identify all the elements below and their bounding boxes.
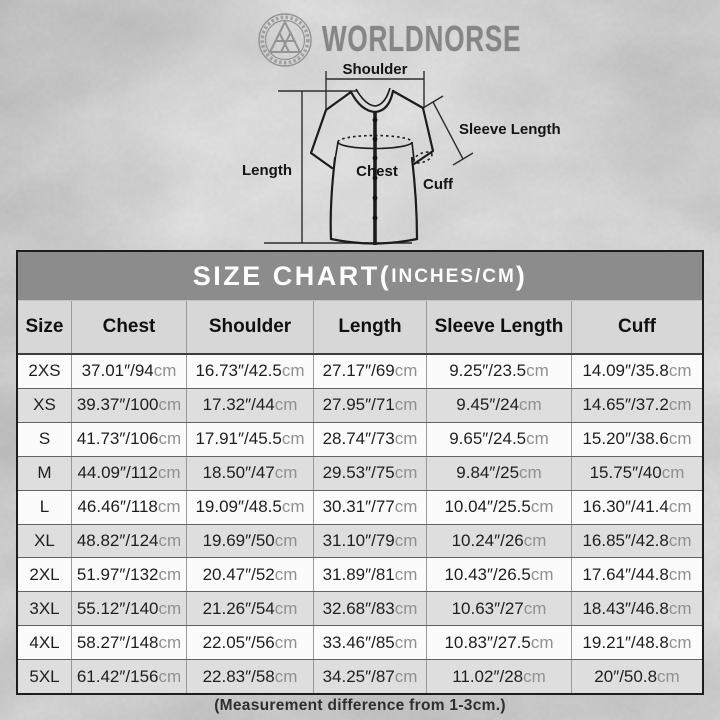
table-row: 5XL 61.42″/156 cm 22.83″/58 cm 34.25″/87 cm 11.… bbox=[18, 660, 702, 694]
measurement-cell: 10.63″/27 cm bbox=[427, 592, 572, 626]
measurement-cell: 22.83″/58 cm bbox=[187, 660, 314, 694]
measurement-cell: 31.10″/79 cm bbox=[314, 524, 427, 558]
measurement-cell: 10.24″/26 cm bbox=[427, 524, 572, 558]
measurement-cell: 14.09″/35.8 cm bbox=[582, 361, 692, 381]
table-row: M 44.09″/112 cm 18.50″/47 cm 29.53″/75 cm 9.84″… bbox=[18, 456, 702, 491]
measurement-cell: 18.50″/47 cm bbox=[187, 456, 314, 490]
measurement-cell: 51.97″/132 cm bbox=[72, 558, 187, 592]
shoulder-dimension-line bbox=[325, 71, 425, 109]
measurement-cell: 27.17″/69 cm bbox=[314, 355, 427, 388]
size-cell: XS bbox=[18, 388, 72, 422]
brand-name: WORLDNORSE bbox=[322, 17, 522, 60]
measurement-cell: 55.12″/140 cm bbox=[72, 592, 187, 626]
table-row: 3XL 55.12″/140 cm 21.26″/54 cm 32.68″/83 cm 10.… bbox=[18, 592, 702, 627]
shirt-diagram: Shoulder Sleeve Length Length Chest Cuff bbox=[242, 61, 561, 245]
measurement-cell: 16.73″/42.5 cm bbox=[187, 355, 314, 388]
sleeve-length-label: Sleeve Length bbox=[459, 121, 561, 138]
measurement-cell: 32.68″/83 cm bbox=[314, 592, 427, 626]
measurement-cell: 37.01″/94 cm bbox=[72, 355, 187, 388]
measurement-cell: 16.85″/42.8 cm bbox=[582, 530, 692, 550]
column-header-shoulder: Shoulder bbox=[187, 301, 314, 353]
table-row: 2XS 37.01″/94 cm 16.73″/42.5 cm 27.17″/69 cm 9.… bbox=[18, 355, 702, 389]
title-close: ) bbox=[515, 260, 528, 291]
sleeve-length-dimension-line bbox=[422, 95, 474, 166]
size-cell: XL bbox=[18, 524, 72, 558]
size-table-body: 2XS 37.01″/94 cm 16.73″/42.5 cm 27.17″/69 cm 9.… bbox=[18, 355, 702, 694]
column-header-length: Length bbox=[314, 301, 427, 353]
measurement-cell: 20.47″/52 cm bbox=[187, 558, 314, 592]
column-header-chest: Chest bbox=[72, 301, 187, 353]
measurement-cell: 29.53″/75 cm bbox=[314, 456, 427, 490]
measurement-cell: 9.84″/25 cm bbox=[427, 456, 572, 490]
measurement-cell: 41.73″/106 cm bbox=[72, 422, 187, 456]
measurement-cell: 46.46″/118 cm bbox=[72, 490, 187, 524]
table-row: XL 48.82″/124 cm 19.69″/50 cm 31.10″/79 cm 10.2… bbox=[18, 524, 702, 559]
size-cell: 2XL bbox=[18, 558, 72, 592]
table-row: S 41.73″/106 cm 17.91″/45.5 cm 28.74″/73 cm 9.6… bbox=[18, 422, 702, 457]
measurement-cell: 16.30″/41.4 cm bbox=[582, 497, 692, 517]
measurement-cell: 21.26″/54 cm bbox=[187, 592, 314, 626]
measurement-cell: 15.75″/40 cm bbox=[589, 463, 685, 483]
measurement-cell: 17.32″/44 cm bbox=[187, 388, 314, 422]
measurement-cell: 34.25″/87 cm bbox=[314, 660, 427, 694]
measurement-cell: 10.04″/25.5 cm bbox=[427, 490, 572, 524]
measurement-cell: 30.31″/77 cm bbox=[314, 490, 427, 524]
measurement-cell: 48.82″/124 cm bbox=[72, 524, 187, 558]
size-cell: 5XL bbox=[18, 660, 72, 694]
table-row: 2XL 51.97″/132 cm 20.47″/52 cm 31.89″/81 cm 10.… bbox=[18, 558, 702, 593]
cuff-label: Cuff bbox=[423, 176, 454, 193]
valknut-icon bbox=[258, 13, 312, 67]
size-cell: M bbox=[18, 456, 72, 490]
size-cell: 4XL bbox=[18, 626, 72, 660]
measurement-cell: 15.20″/38.6 cm bbox=[582, 429, 692, 449]
size-chart-title: SIZE CHART(INCHES/CM) bbox=[18, 252, 702, 301]
measurement-cell: 9.65″/24.5 cm bbox=[427, 422, 572, 456]
size-chart-table: SIZE CHART(INCHES/CM) Size Chest Shoulde… bbox=[16, 250, 704, 695]
column-header-size: Size bbox=[18, 301, 72, 353]
measurement-cell: 17.64″/44.8 cm bbox=[582, 564, 692, 584]
measurement-cell: 33.46″/85 cm bbox=[314, 626, 427, 660]
measurement-cell: 44.09″/112 cm bbox=[72, 456, 187, 490]
measurement-cell: 20″/50.8 cm bbox=[594, 666, 680, 686]
size-cell: 3XL bbox=[18, 592, 72, 626]
title-main: SIZE CHART( bbox=[192, 260, 392, 291]
measurement-cell: 39.37″/100 cm bbox=[72, 388, 187, 422]
shirt-outline bbox=[309, 87, 435, 245]
measurement-cell: 19.09″/48.5 cm bbox=[187, 490, 314, 524]
measurement-cell: 61.42″/156 cm bbox=[72, 660, 187, 694]
measurement-cell: 9.25″/23.5 cm bbox=[427, 355, 572, 388]
title-unit: INCHES/CM bbox=[391, 266, 516, 287]
chest-label: Chest bbox=[356, 163, 398, 180]
measurement-cell: 11.02″/28 cm bbox=[427, 660, 572, 694]
measurement-cell: 31.89″/81 cm bbox=[314, 558, 427, 592]
table-row: XS 39.37″/100 cm 17.32″/44 cm 27.95″/71 cm 9.45… bbox=[18, 388, 702, 423]
size-cell: 2XS bbox=[18, 355, 72, 388]
measurement-note: (Measurement difference from 1-3cm.) bbox=[214, 697, 506, 714]
measurement-cell: 22.05″/56 cm bbox=[187, 626, 314, 660]
size-cell: L bbox=[18, 490, 72, 524]
measurement-cell: 9.45″/24 cm bbox=[427, 388, 572, 422]
size-cell: S bbox=[18, 422, 72, 456]
measurement-cell: 18.43″/46.8 cm bbox=[582, 598, 692, 618]
table-row: L 46.46″/118 cm 19.09″/48.5 cm 30.31″/77 cm 10.… bbox=[18, 490, 702, 525]
measurement-cell: 14.65″/37.2 cm bbox=[582, 395, 692, 415]
column-header-cuff: Cuff bbox=[618, 316, 656, 337]
measurement-cell: 58.27″/148 cm bbox=[72, 626, 187, 660]
table-row: 4XL 58.27″/148 cm 22.05″/56 cm 33.46″/85 cm 10.… bbox=[18, 626, 702, 661]
column-header-sleeve-length: Sleeve Length bbox=[427, 301, 572, 353]
shoulder-label: Shoulder bbox=[342, 61, 407, 78]
measurement-cell: 10.83″/27.5 cm bbox=[427, 626, 572, 660]
measurement-cell: 19.21″/48.8 cm bbox=[582, 632, 692, 652]
length-label: Length bbox=[242, 162, 292, 179]
measurement-cell: 19.69″/50 cm bbox=[187, 524, 314, 558]
measurement-cell: 17.91″/45.5 cm bbox=[187, 422, 314, 456]
measurement-cell: 28.74″/73 cm bbox=[314, 422, 427, 456]
measurement-cell: 10.43″/26.5 cm bbox=[427, 558, 572, 592]
table-header-row: Size Chest Shoulder Length Sleeve Length… bbox=[18, 301, 702, 355]
measurement-cell: 27.95″/71 cm bbox=[314, 388, 427, 422]
